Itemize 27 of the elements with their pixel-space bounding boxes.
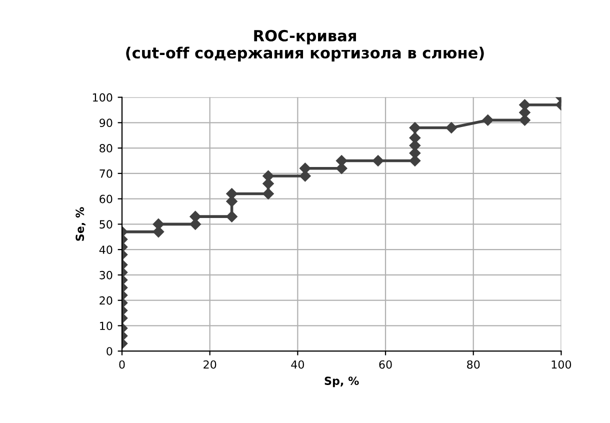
x-axis-title: Sp, % (324, 376, 359, 388)
point (300, 162, 311, 174)
chart-title: ROC-кривая (cut-off содержания кортизола в слюне) (126, 30, 484, 62)
y-tick-label: 80 (100, 144, 112, 152)
x-tick-label: 100 (552, 360, 572, 369)
y-tick-label: 0 (106, 347, 112, 356)
y-tick-label: 60 (100, 194, 112, 204)
x-tick-label: 0 (119, 360, 125, 369)
y-axis-title: Se, % (76, 207, 86, 241)
y-tick-label: 20 (100, 296, 112, 305)
point (409, 122, 421, 134)
y-tick-label: 30 (100, 270, 112, 280)
point (446, 122, 458, 134)
y-tick-label: 50 (100, 220, 112, 229)
x-tick-label: 40 (291, 360, 304, 369)
y-tick-label: 70 (100, 169, 112, 178)
x-tick-label: 20 (204, 360, 216, 369)
point (482, 114, 494, 126)
y-tick-label: 100 (92, 93, 112, 102)
y-tick-label: 40 (99, 246, 112, 254)
x-tick-label: 60 (379, 360, 392, 369)
y-tick-label: 90 (100, 118, 112, 128)
y-tick-label: 10 (100, 322, 112, 330)
x-tick-label: 80 (467, 360, 480, 369)
point (336, 155, 348, 166)
point (372, 155, 384, 166)
point (262, 188, 274, 200)
